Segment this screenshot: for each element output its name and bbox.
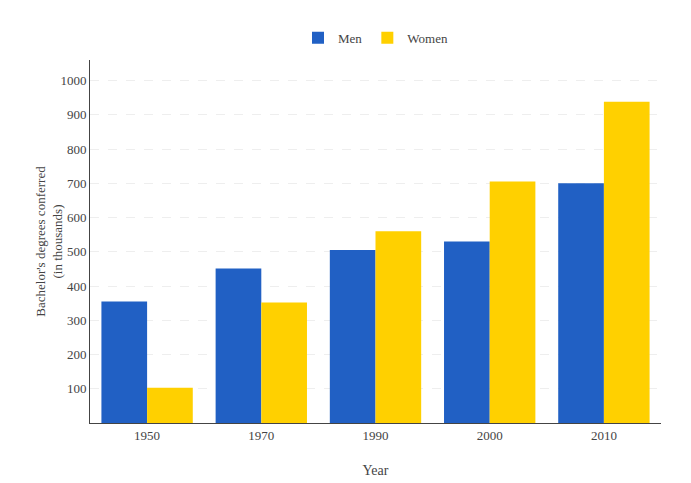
- svg-text:2010: 2010: [591, 428, 617, 443]
- svg-text:Bachelor's degrees conferred(i: Bachelor's degrees conferred(in thousand…: [33, 166, 65, 317]
- svg-text:400: 400: [67, 279, 87, 294]
- svg-text:1950: 1950: [134, 428, 160, 443]
- svg-text:600: 600: [67, 210, 87, 225]
- svg-text:1000: 1000: [60, 73, 86, 88]
- svg-text:900: 900: [67, 107, 87, 122]
- svg-text:200: 200: [67, 347, 87, 362]
- svg-text:100: 100: [67, 381, 87, 396]
- svg-text:2000: 2000: [477, 428, 503, 443]
- svg-text:1990: 1990: [363, 428, 389, 443]
- svg-text:Women: Women: [407, 31, 448, 46]
- svg-text:Year: Year: [363, 463, 389, 478]
- svg-text:500: 500: [67, 244, 87, 259]
- svg-text:1970: 1970: [248, 428, 274, 443]
- svg-text:Men: Men: [338, 31, 362, 46]
- svg-text:700: 700: [67, 176, 87, 191]
- svg-text:800: 800: [67, 142, 87, 157]
- svg-text:300: 300: [67, 313, 87, 328]
